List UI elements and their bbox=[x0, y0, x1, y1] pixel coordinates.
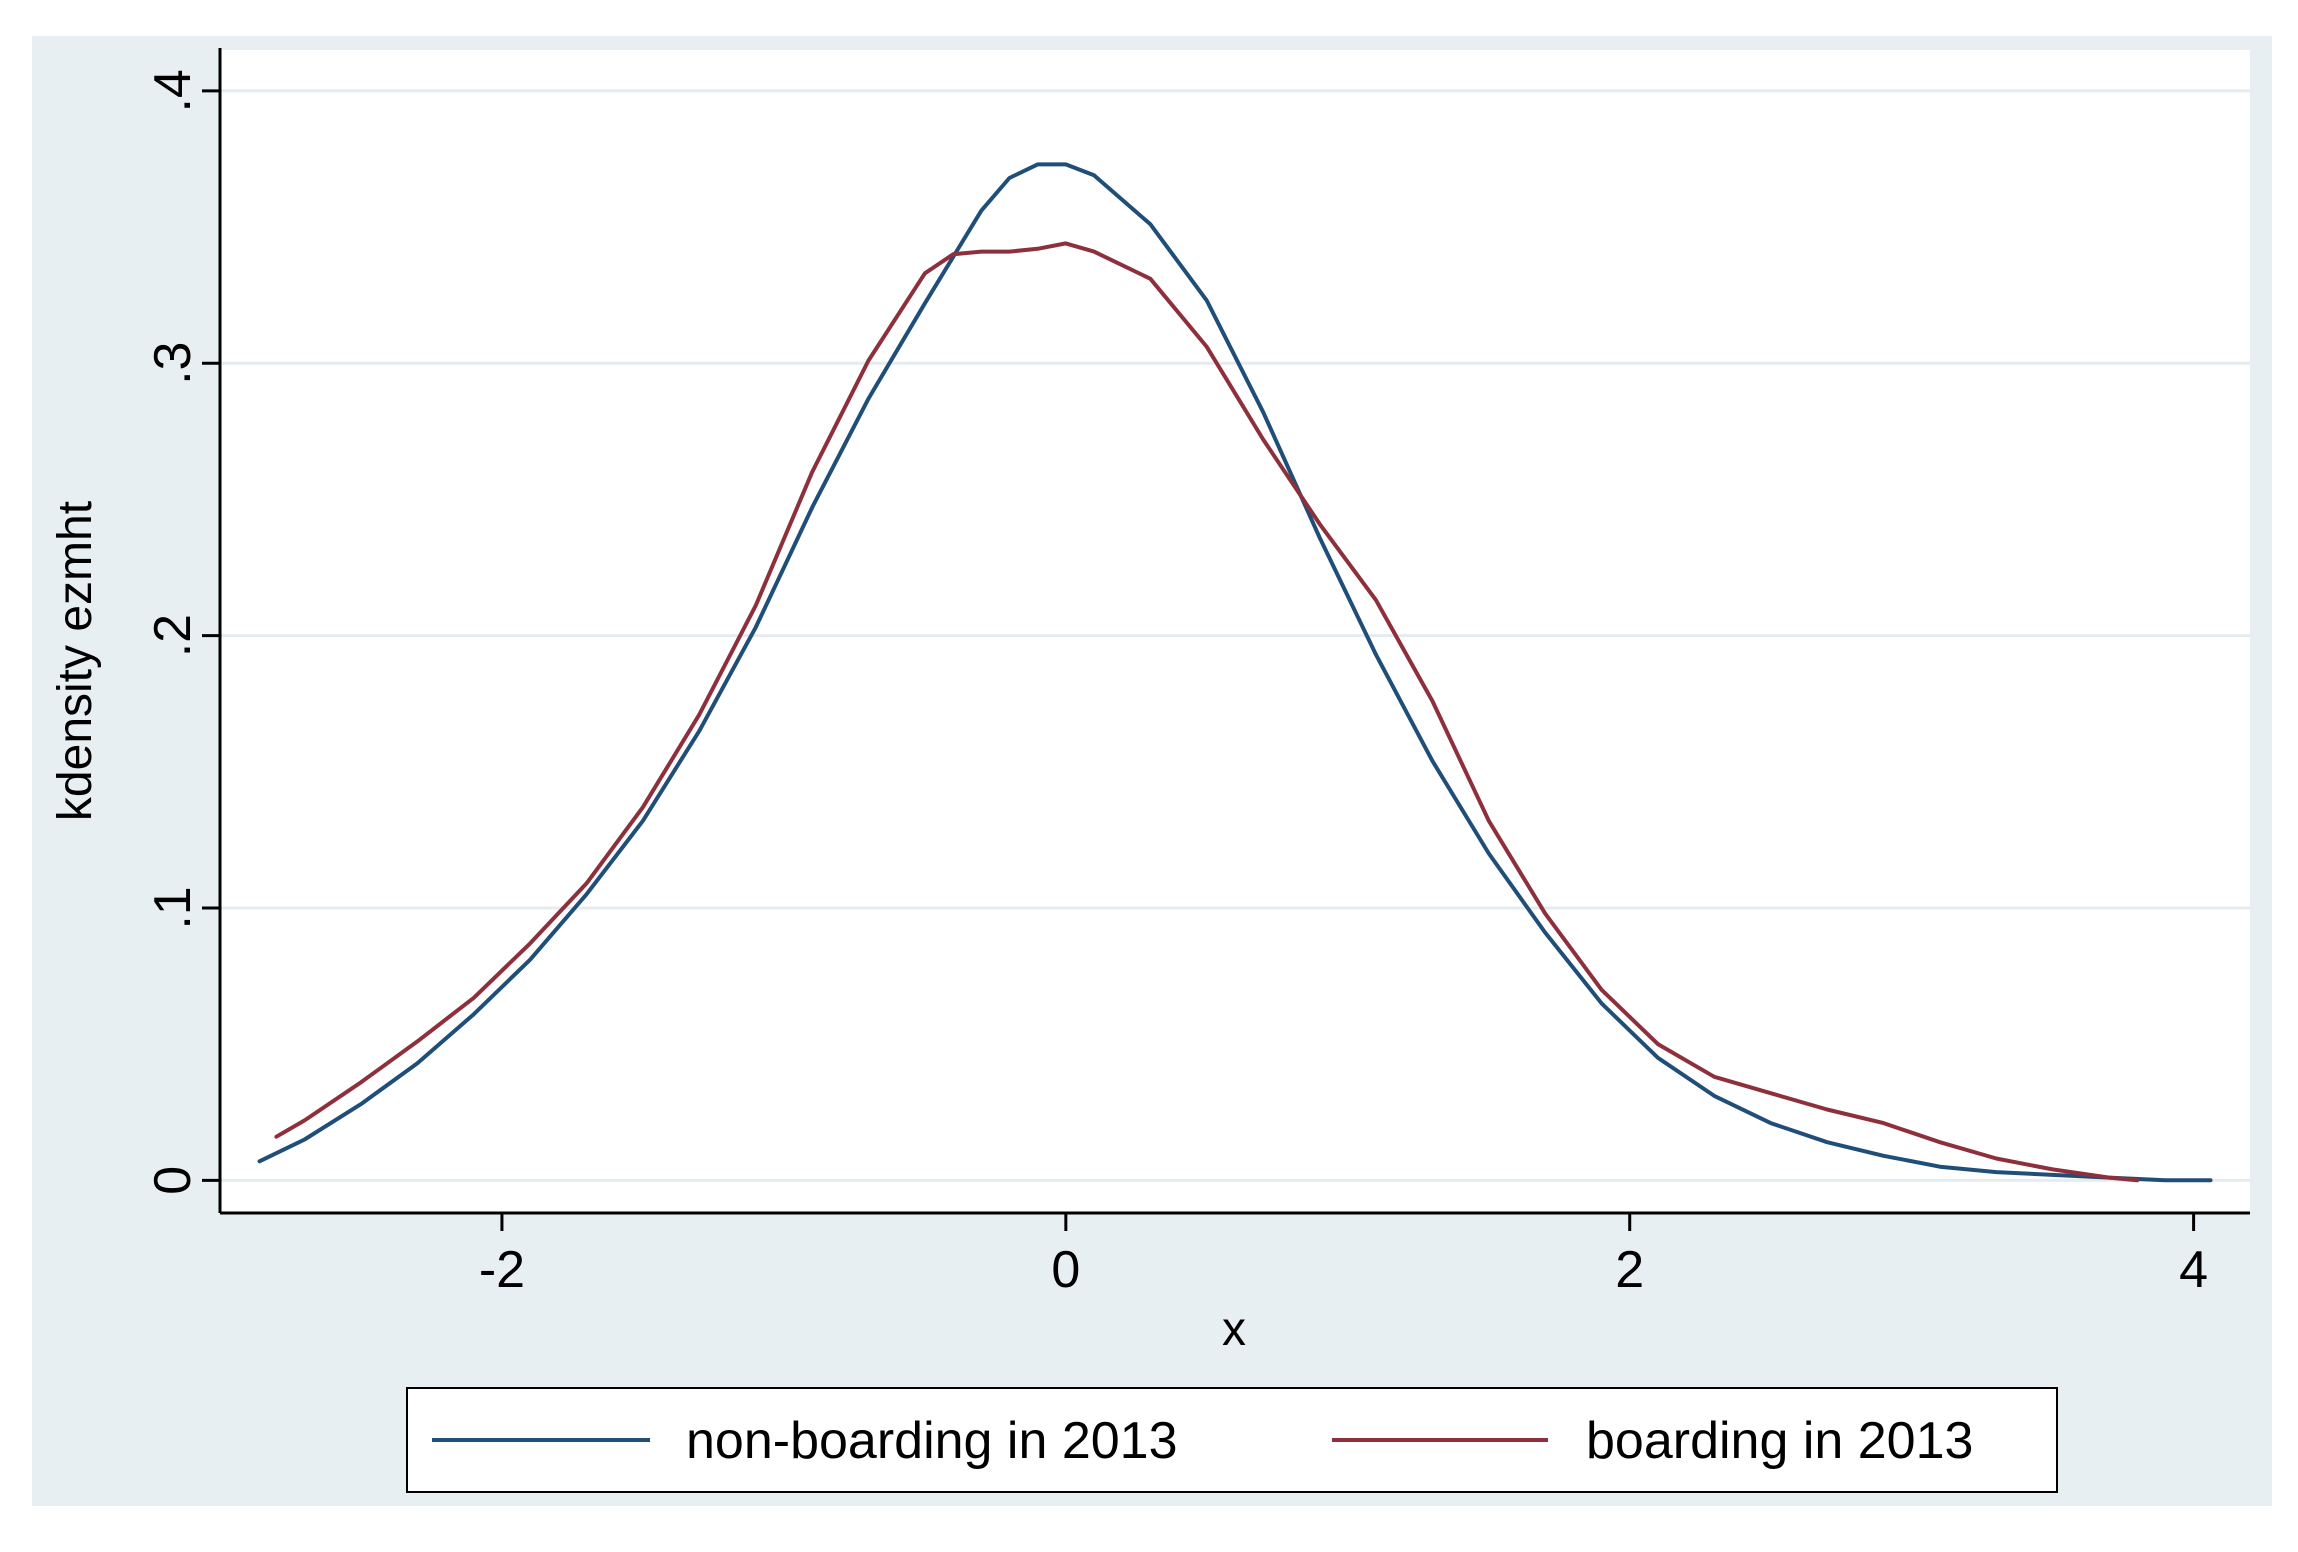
x-tick-label-2: 2 bbox=[1615, 1241, 1644, 1299]
y-tick-label-3: .3 bbox=[144, 342, 202, 385]
legend-box bbox=[406, 1387, 2058, 1493]
x-axis-title: x bbox=[1222, 1303, 1246, 1356]
series-layer bbox=[257, 162, 2213, 1183]
x-tick-label-3: 4 bbox=[2179, 1241, 2208, 1299]
axis-layer: 0 .1 .2 .3 .4 -2 0 2 4 bbox=[144, 48, 2250, 1299]
series-line-non-boarding bbox=[257, 162, 2213, 1183]
x-tick-label-1: 0 bbox=[1051, 1241, 1080, 1299]
legend: non-boarding in 2013 boarding in 2013 bbox=[406, 1387, 2058, 1493]
y-tick-label-0: 0 bbox=[144, 1166, 202, 1195]
y-tick-label-4: .4 bbox=[144, 69, 202, 112]
x-tick-label-0: -2 bbox=[479, 1241, 525, 1299]
series-line-boarding bbox=[274, 241, 2140, 1183]
legend-label-boarding: boarding in 2013 bbox=[1586, 1412, 1973, 1470]
y-axis-title: kdensity ezmht bbox=[49, 501, 102, 821]
plot-area bbox=[220, 50, 2250, 1213]
y-tick-label-2: .2 bbox=[144, 614, 202, 657]
legend-label-non-boarding: non-boarding in 2013 bbox=[686, 1412, 1178, 1470]
grid-layer bbox=[220, 89, 2250, 1182]
y-tick-label-1: .1 bbox=[144, 886, 202, 929]
